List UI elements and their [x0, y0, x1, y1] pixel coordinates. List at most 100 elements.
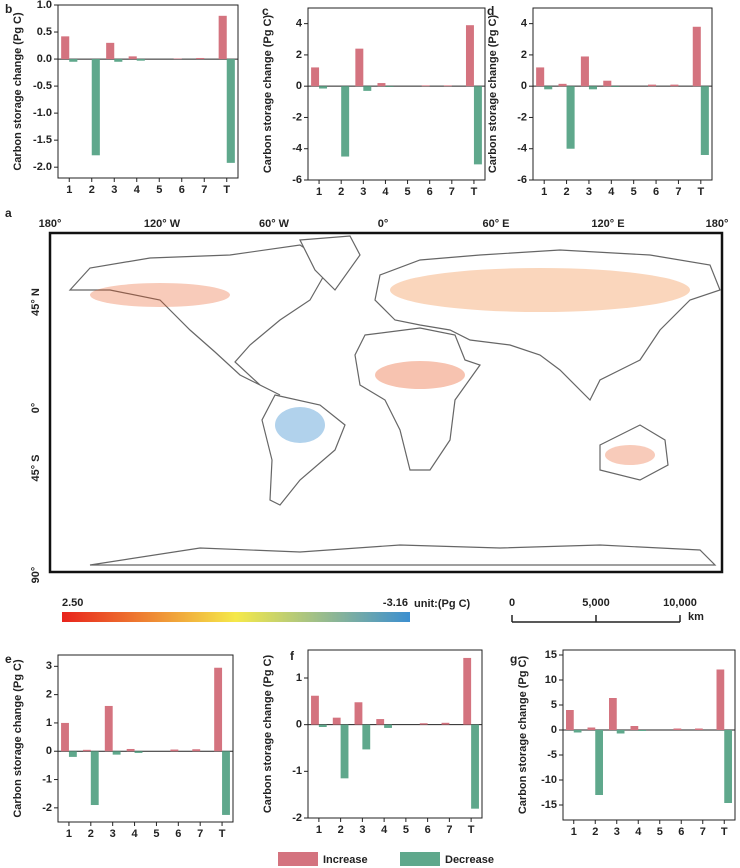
change-patch — [375, 361, 465, 389]
bar — [91, 59, 100, 156]
panel-label: a — [5, 206, 12, 220]
bar — [558, 83, 567, 87]
y-tick-label: 1 — [46, 717, 52, 729]
panel-label: d — [487, 4, 494, 18]
y-tick-label: -1 — [42, 773, 52, 785]
lat-label: 45° S — [30, 454, 42, 481]
x-tick-label: 6 — [427, 186, 433, 198]
bar — [340, 724, 349, 779]
y-tick-label: -6 — [517, 174, 527, 186]
bar — [226, 59, 235, 163]
bar — [588, 86, 597, 90]
y-axis-label: Carbon storage change (Pg C) — [262, 655, 274, 814]
bar — [332, 717, 341, 725]
x-tick-label: 5 — [631, 186, 637, 198]
x-tick-label: 2 — [592, 826, 598, 838]
bar — [112, 751, 121, 755]
bar — [311, 695, 319, 725]
bar — [670, 84, 679, 87]
y-tick-label: -10 — [541, 774, 557, 786]
lon-label: 120° W — [144, 218, 181, 230]
bar — [609, 698, 617, 730]
bar — [311, 67, 320, 87]
bar — [465, 25, 474, 87]
y-tick-label: 15 — [545, 649, 557, 661]
y-tick-label: -5 — [547, 749, 557, 761]
plot-frame — [307, 7, 486, 181]
bar — [595, 730, 603, 795]
bar — [580, 56, 589, 87]
scale-label: 10,000 — [663, 597, 697, 609]
y-tick-label: 0.0 — [37, 53, 52, 65]
x-tick-label: T — [721, 826, 728, 838]
x-tick-label: 5 — [153, 828, 159, 840]
land — [374, 249, 721, 402]
y-tick-label: -2 — [292, 111, 302, 123]
lon-label: 60° W — [259, 218, 290, 230]
bar — [355, 48, 364, 87]
y-tick-label: 2 — [296, 49, 302, 61]
bar — [441, 722, 450, 725]
bar — [443, 85, 452, 87]
x-tick-label: 6 — [425, 824, 431, 836]
legend-swatch — [400, 852, 440, 866]
bar — [695, 728, 703, 730]
panel-label: e — [5, 652, 12, 666]
bar — [319, 86, 328, 89]
y-tick-label: 1 — [296, 672, 302, 684]
change-patch — [390, 268, 690, 312]
plot-frame — [532, 7, 713, 181]
x-tick-label: 7 — [201, 184, 207, 196]
y-axis-label: Carbon storage change (Pg C) — [12, 12, 24, 171]
x-tick-label: 1 — [66, 184, 72, 196]
x-tick-label: 6 — [179, 184, 185, 196]
land — [354, 327, 481, 471]
bar — [419, 723, 428, 725]
legend-label: Decrease — [445, 854, 494, 866]
x-tick-label: 7 — [700, 826, 706, 838]
lon-label: 60° E — [482, 218, 509, 230]
x-tick-label: 3 — [586, 186, 592, 198]
x-tick-label: T — [219, 828, 226, 840]
bar — [90, 751, 99, 806]
colorbar-unit: unit:(Pg C) — [414, 598, 471, 610]
y-tick-label: 2 — [521, 49, 527, 61]
bar — [611, 86, 620, 87]
bar — [363, 86, 372, 91]
x-tick-label: 4 — [635, 826, 642, 838]
scale-label: 0 — [509, 597, 515, 609]
bar — [318, 724, 327, 727]
bar — [362, 724, 371, 750]
lon-label: 180° — [39, 218, 62, 230]
x-tick-label: T — [697, 186, 704, 198]
colorbar — [62, 612, 410, 622]
panel-label: b — [5, 2, 12, 16]
y-tick-label: 2 — [46, 689, 52, 701]
x-tick-label: T — [223, 184, 230, 196]
plot-frame — [57, 4, 239, 179]
plot-frame — [562, 649, 736, 821]
x-tick-label: 3 — [614, 826, 620, 838]
bar — [104, 705, 113, 752]
y-axis-label: Carbon storage change (Pg C) — [517, 656, 529, 815]
y-axis-label: Carbon storage change (Pg C) — [487, 15, 499, 174]
legend-label: Increase — [323, 854, 368, 866]
x-tick-label: 5 — [156, 184, 162, 196]
x-tick-label: 2 — [564, 186, 570, 198]
lon-label: 120° E — [591, 218, 624, 230]
x-tick-label: 7 — [675, 186, 681, 198]
y-tick-label: 10 — [545, 674, 557, 686]
y-tick-label: 0 — [46, 745, 52, 757]
y-axis-label: Carbon storage change (Pg C) — [262, 15, 274, 174]
scale-bar: km — [512, 611, 704, 623]
x-tick-label: 3 — [110, 828, 116, 840]
x-tick-label: 7 — [197, 828, 203, 840]
x-tick-label: 1 — [541, 186, 547, 198]
x-tick-label: 1 — [316, 824, 322, 836]
y-tick-label: -2 — [517, 111, 527, 123]
x-tick-label: 2 — [338, 824, 344, 836]
bar — [700, 86, 709, 155]
bar — [106, 42, 115, 60]
bar — [354, 702, 363, 725]
